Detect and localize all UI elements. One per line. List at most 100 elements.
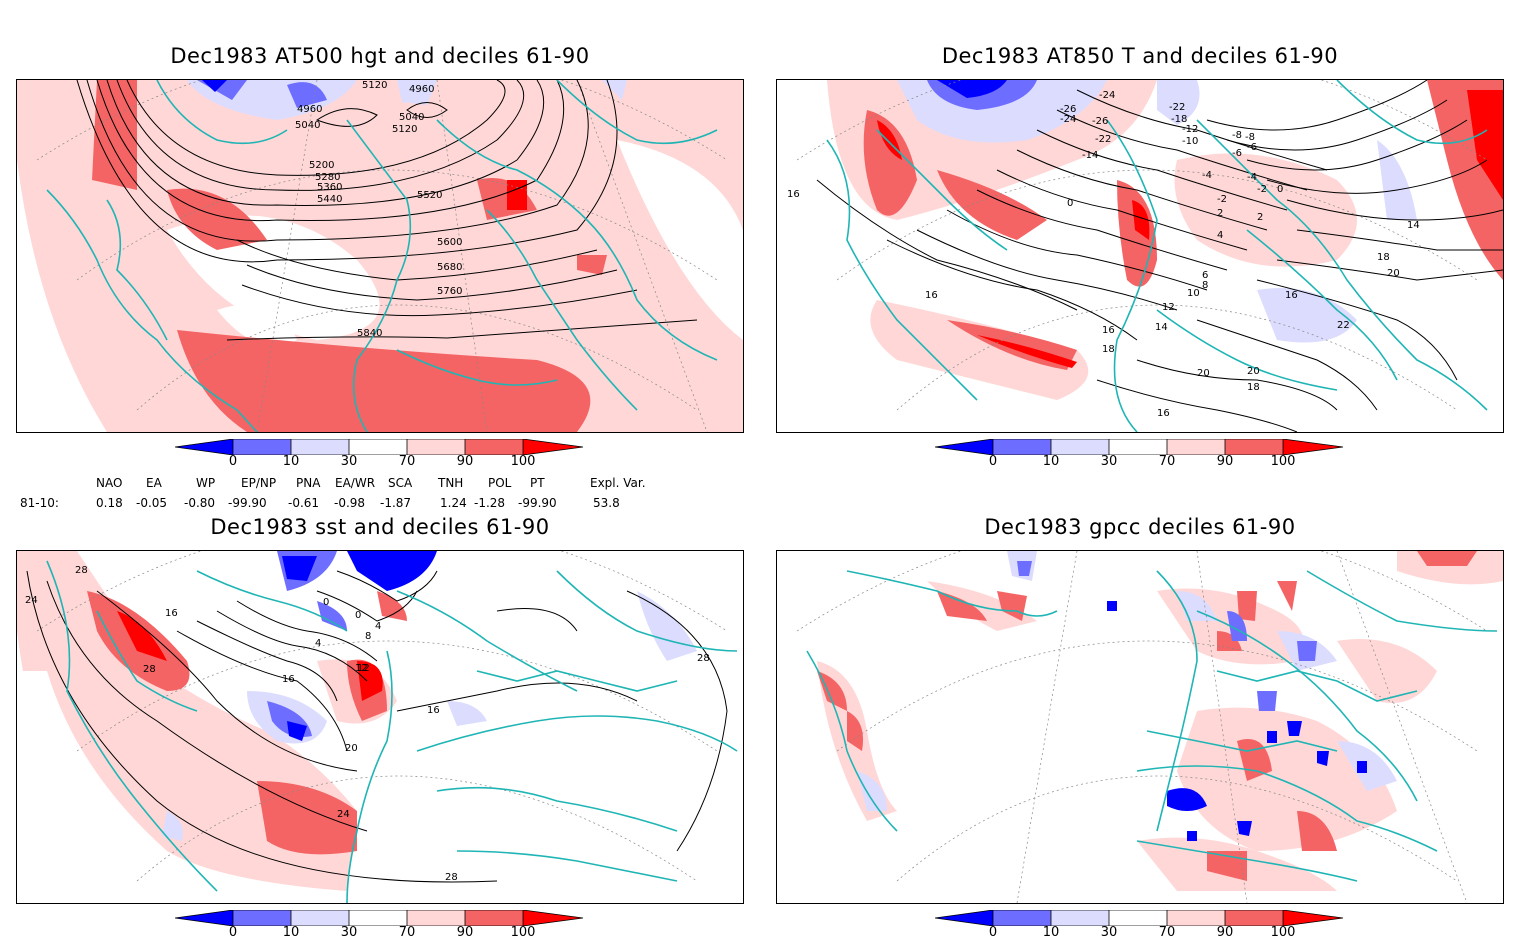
index-value: 53.8	[593, 496, 620, 510]
colorbar-hgt500: 0 10 30 70 90 100	[175, 439, 595, 473]
svg-text:5440: 5440	[317, 194, 342, 205]
colorbar-gpcc: 0 10 30 70 90 100	[935, 910, 1355, 944]
map-t850-svg: -24 -26 -22 -24 -26 -18 -22 -14 -12 -10 …	[777, 80, 1503, 432]
svg-text:4: 4	[375, 621, 381, 632]
svg-text:-4: -4	[1247, 172, 1257, 183]
index-header: EA/WR	[335, 476, 376, 490]
svg-text:16: 16	[787, 189, 800, 200]
svg-text:4: 4	[315, 638, 321, 649]
svg-text:4960: 4960	[409, 84, 434, 95]
svg-text:-2: -2	[1217, 194, 1227, 205]
svg-text:10: 10	[1187, 288, 1200, 299]
svg-text:12: 12	[1162, 302, 1175, 313]
svg-text:22: 22	[1337, 320, 1350, 331]
svg-text:20: 20	[1247, 366, 1260, 377]
svg-text:-2: -2	[1257, 184, 1267, 195]
svg-text:5040: 5040	[399, 112, 424, 123]
svg-text:28: 28	[445, 872, 458, 883]
svg-text:18: 18	[1377, 252, 1390, 263]
colorbar-label: 0	[228, 925, 238, 940]
svg-text:0: 0	[1277, 184, 1283, 195]
svg-text:0: 0	[323, 597, 329, 608]
colorbar-label: 30	[1100, 925, 1118, 940]
colorbar-svg-3	[175, 910, 584, 926]
index-value: -0.05	[136, 496, 168, 510]
svg-text:16: 16	[925, 290, 938, 301]
svg-text:20: 20	[345, 743, 358, 754]
colorbar-label: 100	[510, 925, 536, 940]
colorbar-label: 30	[340, 454, 358, 469]
index-header: Expl. Var.	[590, 476, 646, 490]
index-header: PT	[530, 476, 545, 490]
svg-text:5760: 5760	[437, 286, 462, 297]
colorbar-label: 100	[1270, 454, 1296, 469]
colorbar-t850: 0 10 30 70 90 100	[935, 439, 1355, 473]
colorbar-label: 30	[340, 925, 358, 940]
svg-text:16: 16	[427, 705, 440, 716]
index-row-label: 81-10:	[20, 496, 59, 510]
colorbar-label: 90	[1216, 925, 1234, 940]
svg-text:-6: -6	[1232, 148, 1242, 159]
svg-text:-8: -8	[1232, 130, 1242, 141]
index-header: EA	[146, 476, 162, 490]
svg-text:20: 20	[1197, 368, 1210, 379]
index-header: SCA	[388, 476, 413, 490]
svg-text:4960: 4960	[297, 104, 322, 115]
svg-text:2: 2	[1257, 212, 1263, 223]
svg-text:24: 24	[25, 595, 38, 606]
colorbar-label: 90	[1216, 454, 1234, 469]
panel-title-t850: Dec1983 AT850 T and deciles 61-90	[941, 44, 1339, 68]
index-value: -99.90	[228, 496, 267, 510]
index-header: PNA	[296, 476, 321, 490]
svg-text:16: 16	[282, 674, 295, 685]
colorbar-svg-4	[935, 910, 1344, 926]
colorbar-label: 10	[282, 925, 300, 940]
index-header: POL	[488, 476, 512, 490]
svg-text:5680: 5680	[437, 262, 462, 273]
svg-text:2: 2	[1217, 208, 1223, 219]
svg-text:0: 0	[355, 610, 361, 621]
index-value: -1.87	[380, 496, 412, 510]
svg-text:-26: -26	[1092, 116, 1108, 127]
svg-text:18: 18	[1247, 382, 1260, 393]
index-header: TNH	[438, 476, 464, 490]
svg-text:5120: 5120	[392, 124, 417, 135]
svg-text:14: 14	[1407, 220, 1420, 231]
svg-text:8: 8	[365, 631, 371, 642]
colorbar-label: 10	[1042, 454, 1060, 469]
colorbar-label: 100	[1270, 925, 1296, 940]
svg-text:-14: -14	[1082, 150, 1098, 161]
colorbar-label: 90	[456, 925, 474, 940]
svg-text:8: 8	[1202, 280, 1208, 291]
map-gpcc	[776, 550, 1504, 904]
svg-text:5120: 5120	[362, 80, 387, 91]
map-t850: -24 -26 -22 -24 -26 -18 -22 -14 -12 -10 …	[776, 79, 1504, 433]
index-value: -0.80	[184, 496, 216, 510]
panel-title-sst: Dec1983 sst and deciles 61-90	[210, 515, 550, 539]
colorbar-svg-2	[935, 439, 1344, 455]
svg-text:-8: -8	[1245, 132, 1255, 143]
svg-text:-22: -22	[1095, 134, 1111, 145]
svg-text:0: 0	[1067, 198, 1073, 209]
svg-text:20: 20	[1387, 268, 1400, 279]
colorbar-label: 0	[988, 925, 998, 940]
svg-text:16: 16	[165, 608, 178, 619]
svg-text:5200: 5200	[309, 160, 334, 171]
svg-text:-24: -24	[1060, 114, 1076, 125]
index-value: 1.24	[440, 496, 467, 510]
index-value: -99.90	[518, 496, 557, 510]
colorbar-label: 30	[1100, 454, 1118, 469]
svg-text:16: 16	[1157, 408, 1170, 419]
svg-text:24: 24	[337, 809, 350, 820]
colorbar-svg-1	[175, 439, 584, 455]
svg-text:5600: 5600	[437, 237, 462, 248]
svg-text:5360: 5360	[317, 182, 342, 193]
svg-text:28: 28	[75, 565, 88, 576]
colorbar-label: 10	[1042, 925, 1060, 940]
svg-text:16: 16	[1102, 325, 1115, 336]
map-sst: 28 24 16 28 0 4 8 12 16 20 24 28 0 4 12 …	[16, 550, 744, 904]
svg-text:6: 6	[1202, 270, 1208, 281]
index-value: 0.18	[96, 496, 123, 510]
index-header: NAO	[96, 476, 123, 490]
svg-text:5840: 5840	[357, 328, 382, 339]
